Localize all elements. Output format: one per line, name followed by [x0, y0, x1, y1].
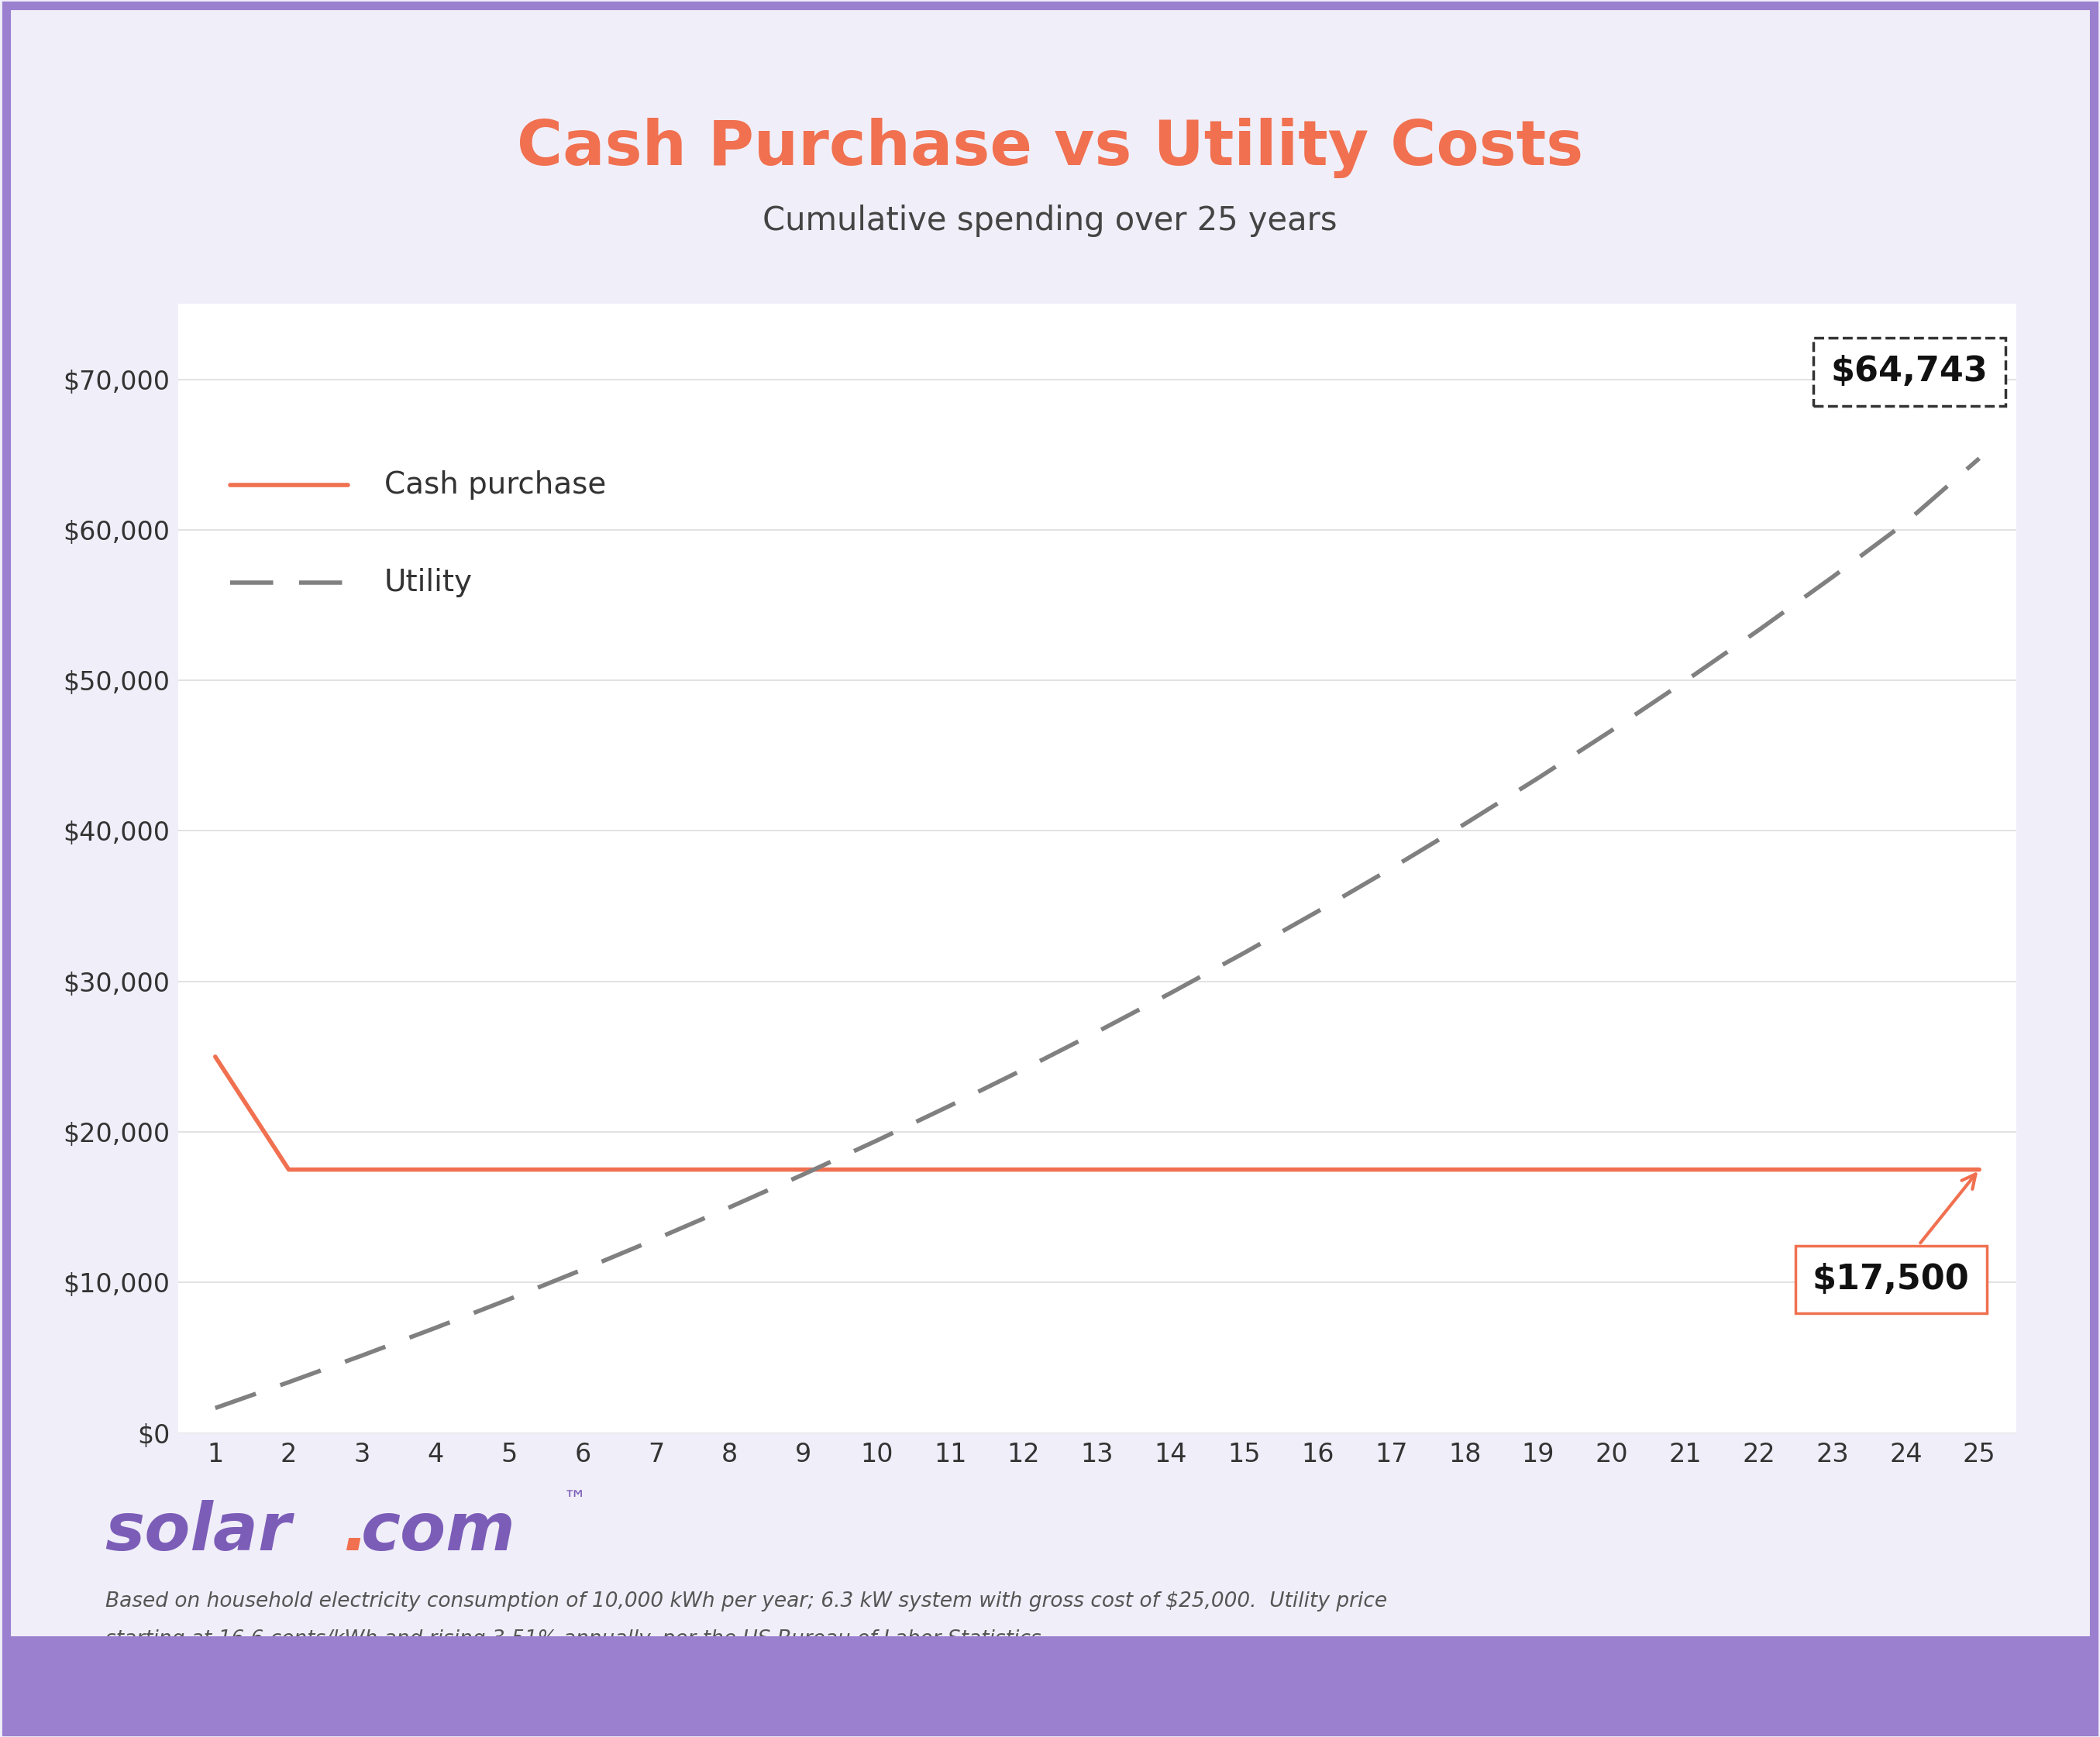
Text: Based on household electricity consumption of 10,000 kWh per year; 6.3 kW system: Based on household electricity consumpti… [105, 1591, 1386, 1612]
Text: com: com [361, 1499, 517, 1565]
Text: starting at 16.6 cents/kWh and rising 3.51% annually, per the US Bureau of Labor: starting at 16.6 cents/kWh and rising 3.… [105, 1629, 1042, 1650]
Text: Cash Purchase vs Utility Costs: Cash Purchase vs Utility Costs [517, 118, 1583, 177]
Text: ™: ™ [563, 1490, 586, 1511]
Text: Cash purchase: Cash purchase [384, 471, 607, 499]
Text: .: . [342, 1499, 368, 1565]
Text: $17,500: $17,500 [1812, 1174, 1976, 1296]
Text: solar: solar [105, 1499, 292, 1565]
Text: Cumulative spending over 25 years: Cumulative spending over 25 years [762, 205, 1338, 236]
Text: $64,743: $64,743 [1831, 354, 1989, 389]
Text: Utility: Utility [384, 568, 473, 598]
